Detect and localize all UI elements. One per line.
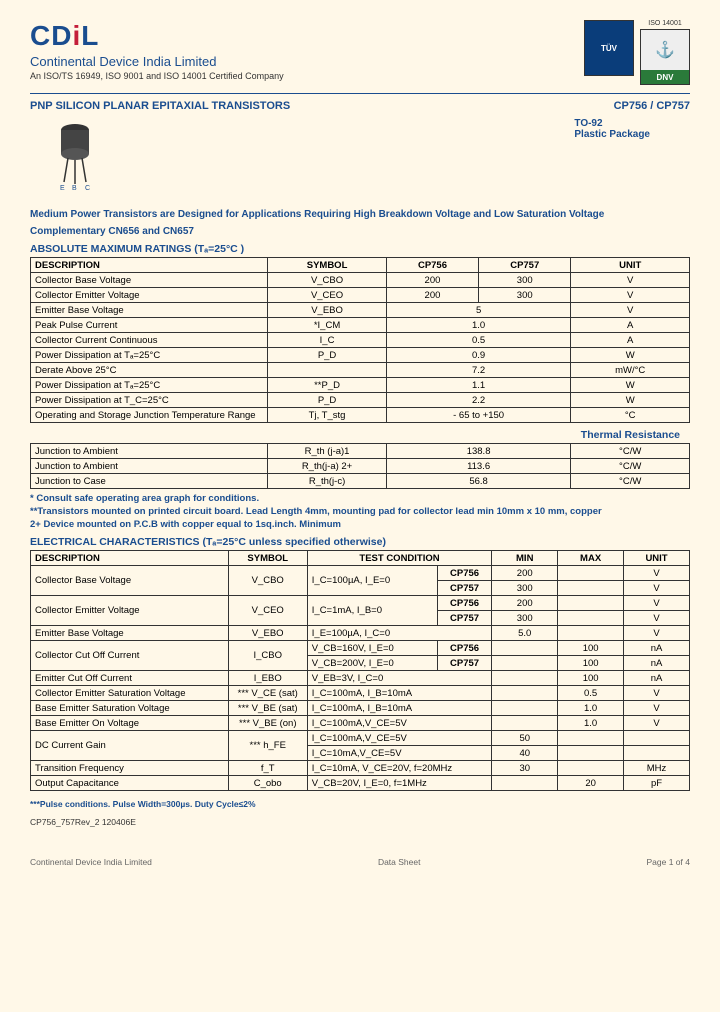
table-row: Base Emitter Saturation Voltage*** V_BE … — [31, 701, 690, 716]
thermal-table: Junction to AmbientR_th (j-a)1138.8°C/W … — [30, 443, 690, 489]
table-row: Junction to CaseR_th(j-c)56.8°C/W — [31, 474, 690, 489]
table-row: Collector Emitter Saturation Voltage*** … — [31, 686, 690, 701]
table-row: Junction to AmbientR_th (j-a)1138.8°C/W — [31, 444, 690, 459]
table-row: Emitter Cut Off CurrentI_EBOV_EB=3V, I_C… — [31, 671, 690, 686]
tuv-icon: TÜV — [584, 20, 634, 76]
transistor-icon: E B C — [50, 120, 100, 193]
iso-label: ISO 14001 — [640, 20, 690, 27]
footer-center: Data Sheet — [378, 857, 421, 867]
section-electrical: ELECTRICAL CHARACTERISTICS (Tₐ=25°C unle… — [30, 536, 690, 548]
footer-left: Continental Device India Limited — [30, 857, 152, 867]
section-abs-max: ABSOLUTE MAXIMUM RATINGS (Tₐ=25°C ) — [30, 243, 690, 255]
table-row: Output CapacitanceC_oboV_CB=20V, I_E=0, … — [31, 776, 690, 791]
col-symbol: SYMBOL — [228, 551, 307, 566]
col-max: MAX — [558, 551, 624, 566]
col-symbol: SYMBOL — [268, 258, 387, 273]
anchor-icon: ⚓ — [641, 30, 689, 70]
package-info: TO-92 Plastic Package — [574, 118, 650, 140]
revision: CP756_757Rev_2 120406E — [30, 817, 690, 827]
table-row: Collector Base VoltageV_CBO200300V — [31, 273, 690, 288]
svg-text:C: C — [85, 185, 90, 190]
logo-i: i — [72, 20, 81, 51]
dnv-icon: ⚓ DNV — [640, 29, 690, 85]
tuv-badge: TÜV — [584, 20, 634, 85]
table-row: Transition Frequencyf_TI_C=10mA, V_CE=20… — [31, 761, 690, 776]
col-desc: DESCRIPTION — [31, 258, 268, 273]
col-desc: DESCRIPTION — [31, 551, 229, 566]
table-row: Power Dissipation at T_C=25°CP_D2.2W — [31, 393, 690, 408]
svg-text:B: B — [72, 185, 77, 190]
svg-text:E: E — [60, 185, 65, 190]
table-row: Collector Current ContinuousI_C0.5A — [31, 333, 690, 348]
package-type: TO-92 — [574, 118, 650, 129]
logo-area: CDiL Continental Device India Limited An… — [30, 20, 284, 81]
title-row: PNP SILICON PLANAR EPITAXIAL TRANSISTORS… — [30, 100, 690, 112]
table-row: Emitter Base VoltageV_EBO5V — [31, 303, 690, 318]
table-row: Peak Pulse Current*I_CM1.0A — [31, 318, 690, 333]
table-row: Junction to AmbientR_th(j-a) 2+113.6°C/W — [31, 459, 690, 474]
footnote: ***Pulse conditions. Pulse Width=300µs. … — [30, 799, 690, 809]
logo: CDiL — [30, 20, 284, 52]
table-row: Power Dissipation at Tₐ=25°C**P_D1.1W — [31, 378, 690, 393]
col-unit: UNIT — [624, 551, 690, 566]
col-testcond: TEST CONDITION — [307, 551, 492, 566]
logo-prefix: CD — [30, 20, 72, 51]
package-desc: Plastic Package — [574, 129, 650, 140]
note-1: * Consult safe operating area graph for … — [30, 493, 690, 504]
table-row: Power Dissipation at Tₐ=25°CP_D0.9W — [31, 348, 690, 363]
table-row: Collector Base VoltageV_CBOI_C=100µA, I_… — [31, 566, 690, 581]
company-name: Continental Device India Limited — [30, 54, 284, 69]
note-2: **Transistors mounted on printed circuit… — [30, 506, 690, 517]
col-p1: CP756 — [386, 258, 478, 273]
electrical-table: DESCRIPTION SYMBOL TEST CONDITION MIN MA… — [30, 550, 690, 791]
divider — [30, 93, 690, 94]
col-p2: CP757 — [479, 258, 571, 273]
cert-line: An ISO/TS 16949, ISO 9001 and ISO 14001 … — [30, 71, 284, 81]
abs-max-table: DESCRIPTION SYMBOL CP756 CP757 UNIT Coll… — [30, 257, 690, 423]
dnv-label: DNV — [641, 70, 689, 84]
table-row: Operating and Storage Junction Temperatu… — [31, 408, 690, 423]
footer: Continental Device India Limited Data Sh… — [30, 857, 690, 867]
note-3: 2+ Device mounted on P.C.B with copper e… — [30, 519, 690, 530]
description-2: Complementary CN656 and CN657 — [30, 226, 690, 237]
col-min: MIN — [492, 551, 558, 566]
dnv-badge: ISO 14001 ⚓ DNV — [640, 20, 690, 85]
table-row: Base Emitter On Voltage*** V_BE (on)I_C=… — [31, 716, 690, 731]
table-row: Collector Emitter VoltageV_CEOI_C=1mA, I… — [31, 596, 690, 611]
part-numbers: CP756 / CP757 — [614, 100, 690, 112]
table-row: Collector Emitter VoltageV_CEO200300V — [31, 288, 690, 303]
table-row: DC Current Gain*** h_FEI_C=100mA,V_CE=5V… — [31, 731, 690, 746]
col-unit: UNIT — [571, 258, 690, 273]
table-row: Collector Cut Off CurrentI_CBOV_CB=160V,… — [31, 641, 690, 656]
header: CDiL Continental Device India Limited An… — [30, 20, 690, 85]
cert-badges: TÜV ISO 14001 ⚓ DNV — [584, 20, 690, 85]
logo-suffix: L — [81, 20, 99, 51]
table-row: Derate Above 25°C7.2mW/°C — [31, 363, 690, 378]
description-1: Medium Power Transistors are Designed fo… — [30, 209, 690, 220]
footer-right: Page 1 of 4 — [647, 857, 690, 867]
product-title: PNP SILICON PLANAR EPITAXIAL TRANSISTORS — [30, 100, 290, 112]
section-thermal: Thermal Resistance — [30, 429, 680, 441]
table-row: Emitter Base VoltageV_EBOI_E=100µA, I_C=… — [31, 626, 690, 641]
